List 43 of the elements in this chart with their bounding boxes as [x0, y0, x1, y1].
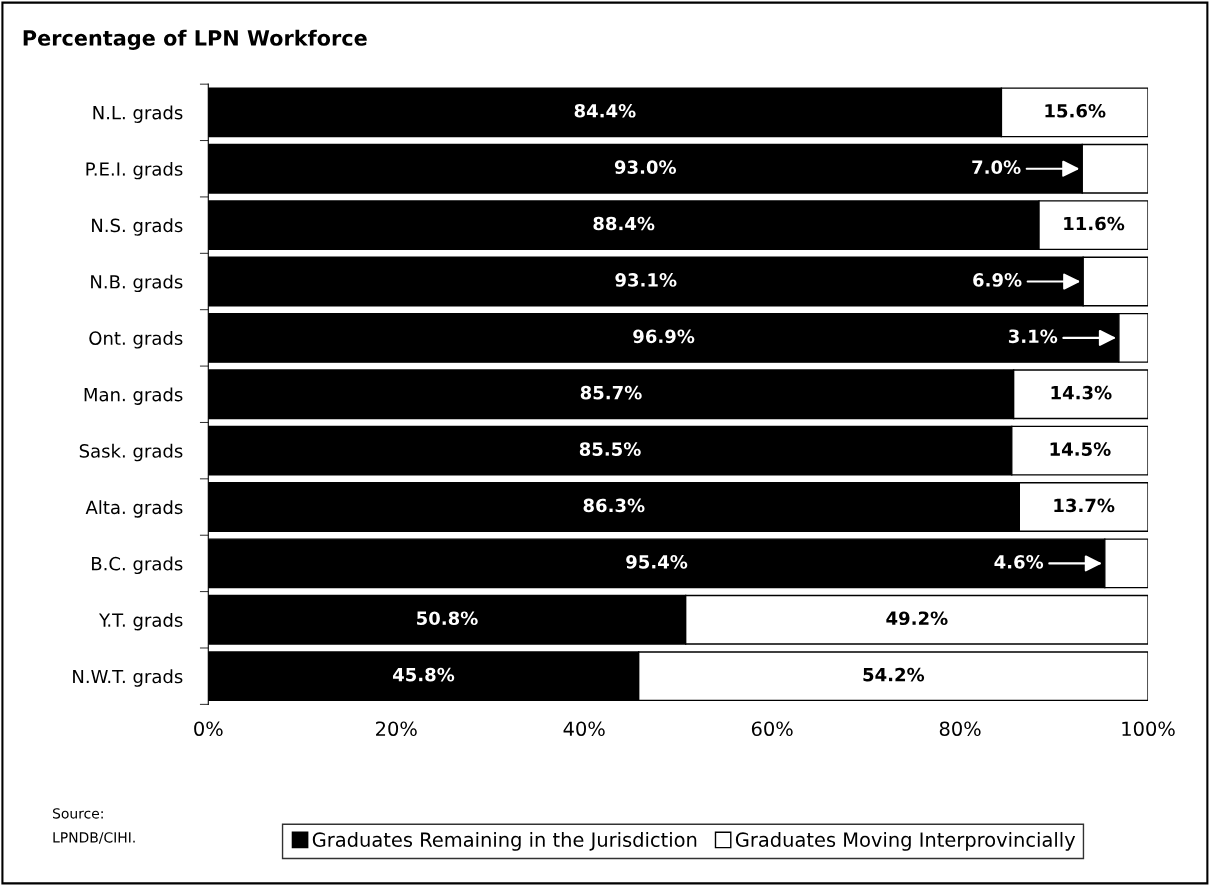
y-tick-label: N.W.T. grads — [73, 669, 183, 687]
y-tick-label: N.B. grads — [91, 274, 183, 293]
data-label: 4.6% — [994, 555, 1044, 569]
data-label: 96.9% — [633, 329, 695, 344]
data-label: 3.1% — [1008, 329, 1058, 344]
source-note: Source: LPNDB/CIHI. — [52, 808, 135, 844]
x-tick-label: 20% — [376, 721, 417, 737]
x-tick-label: 60% — [751, 721, 793, 737]
data-label: 88.4% — [593, 216, 655, 231]
x-tick-label: 80% — [939, 721, 981, 737]
x-tick-label: 0% — [194, 721, 223, 737]
data-label: 49.2% — [886, 611, 948, 626]
y-tick-label: B.C. grads — [92, 556, 183, 575]
chart-title: Percentage of LPN Workforce — [23, 29, 367, 51]
data-label: 45.8% — [392, 667, 455, 682]
data-label: 15.6% — [1045, 103, 1106, 118]
y-tick-label: Alta. grads — [85, 500, 183, 518]
data-label: 84.4% — [574, 103, 636, 118]
y-tick-label: Sask. grads — [79, 443, 183, 462]
y-tick-label: Man. grads — [84, 387, 183, 405]
data-label: 93.0% — [614, 160, 677, 174]
y-tick-label: Y.T. grads — [98, 612, 183, 631]
data-label: 54.2% — [863, 667, 925, 682]
y-tick-label: N.L. grads — [93, 105, 183, 123]
data-label: 85.5% — [579, 442, 641, 456]
data-label: 50.8% — [417, 611, 478, 626]
data-label: 11.6% — [1064, 216, 1125, 231]
legend-label: Graduates Moving Interprovincially — [735, 831, 1076, 851]
data-label: 93.1% — [615, 273, 677, 287]
y-tick-label: P.E.I. grads — [86, 161, 183, 180]
data-label: 7.0% — [972, 160, 1021, 174]
data-label: 85.7% — [580, 385, 642, 400]
x-tick-label: 40% — [563, 721, 605, 737]
data-label: 6.9% — [973, 273, 1022, 287]
y-tick-label: N.S. grads — [92, 218, 183, 236]
data-label: 86.3% — [583, 498, 645, 513]
legend-label: Graduates Remaining in the Jurisdiction — [312, 831, 697, 851]
data-label: 14.3% — [1051, 385, 1112, 400]
data-label: 95.4% — [626, 555, 688, 569]
y-tick-label: Ont. grads — [89, 331, 183, 349]
data-label: 13.7% — [1054, 498, 1115, 513]
x-tick-label: 100% — [1122, 721, 1175, 737]
data-label: 14.5% — [1050, 442, 1111, 456]
